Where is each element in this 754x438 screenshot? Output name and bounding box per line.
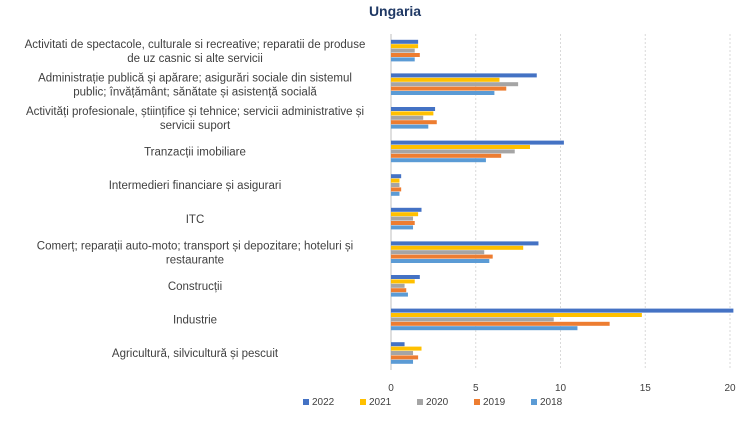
bar-2018 [391, 359, 414, 364]
bar-2021 [391, 77, 500, 82]
bar-2021 [391, 178, 400, 183]
chart-title: Ungaria [369, 3, 421, 19]
bar-2020 [391, 48, 415, 53]
bar-2021 [391, 111, 434, 116]
bar-2021 [391, 44, 419, 49]
bar-2019 [391, 254, 493, 259]
bar-2020 [391, 250, 485, 255]
bar-2022 [391, 275, 420, 279]
x-tick-label: 20 [724, 383, 736, 394]
bar-2019 [391, 355, 419, 360]
legend-swatch-2019 [474, 399, 480, 405]
bars [391, 39, 734, 364]
x-tick-label: 5 [473, 383, 479, 394]
bar-2020 [391, 351, 414, 355]
bar-2021 [391, 279, 415, 284]
legend-label-2022: 2022 [312, 397, 335, 408]
bar-2020 [391, 149, 515, 154]
bar-2018 [391, 158, 486, 163]
bar-2018 [391, 124, 429, 129]
bar-2019 [391, 153, 502, 158]
bar-2020 [391, 82, 519, 87]
bar-2022 [391, 73, 537, 78]
legend-swatch-2020 [417, 399, 423, 405]
bar-2020 [391, 283, 405, 288]
bar-2021 [391, 245, 524, 250]
bar-2019 [391, 53, 420, 57]
category-labels: Activitati de spectacole, culturale si r… [25, 39, 366, 360]
bar-2020 [391, 317, 554, 322]
x-tick-labels: 0 5 10 15 20 [388, 383, 736, 394]
legend-label-2018: 2018 [540, 397, 563, 408]
legend-label-2020: 2020 [426, 397, 449, 408]
category-label: Industrie [173, 315, 217, 327]
bar-2018 [391, 292, 408, 297]
bar-2022 [391, 39, 419, 44]
bar-2019 [391, 321, 610, 326]
bar-2021 [391, 145, 530, 149]
bar-2018 [391, 225, 414, 230]
x-tick-label: 0 [388, 383, 394, 394]
bar-2020 [391, 216, 414, 221]
category-label: Agricultură, silvicultură și pescuit [112, 348, 279, 360]
bar-2018 [391, 191, 400, 196]
category-label: Tranzacții imobiliare [144, 147, 246, 159]
bar-2021 [391, 313, 642, 317]
bar-2022 [391, 308, 734, 313]
bar-2022 [391, 107, 436, 111]
legend: 2022 2021 2020 2019 2018 [303, 397, 563, 408]
category-label: Activități profesionale, științifice și … [26, 106, 364, 132]
category-label: Activitati de spectacole, culturale si r… [25, 39, 366, 65]
bar-2021 [391, 346, 422, 351]
bar-2022 [391, 342, 405, 347]
bar-2019 [391, 187, 402, 192]
category-label: Comerț; reparații auto-moto; transport ș… [37, 240, 353, 266]
category-label: Construcții [168, 281, 222, 293]
bar-2018 [391, 57, 415, 62]
legend-swatch-2021 [360, 399, 366, 405]
bar-2020 [391, 115, 424, 120]
bar-2018 [391, 91, 495, 95]
legend-label-2021: 2021 [369, 397, 392, 408]
bar-2022 [391, 174, 402, 179]
category-label: Intermedieri financiare și asigurari [109, 180, 282, 192]
bar-2019 [391, 288, 407, 293]
x-tick-label: 15 [640, 383, 652, 394]
bar-2018 [391, 259, 490, 263]
legend-swatch-2022 [303, 399, 309, 405]
bar-2022 [391, 207, 422, 212]
bar-2018 [391, 326, 578, 331]
bar-2021 [391, 212, 419, 217]
bar-2020 [391, 183, 400, 187]
bar-2022 [391, 140, 564, 145]
category-label: ITC [186, 214, 205, 226]
legend-label-2019: 2019 [483, 397, 506, 408]
bar-2019 [391, 86, 507, 91]
category-label: Administrație publică și apărare; asigur… [38, 72, 352, 98]
bar-2019 [391, 221, 415, 225]
bar-2022 [391, 241, 539, 246]
x-tick-label: 10 [555, 383, 567, 394]
bar-2019 [391, 120, 437, 125]
legend-swatch-2018 [531, 399, 537, 405]
